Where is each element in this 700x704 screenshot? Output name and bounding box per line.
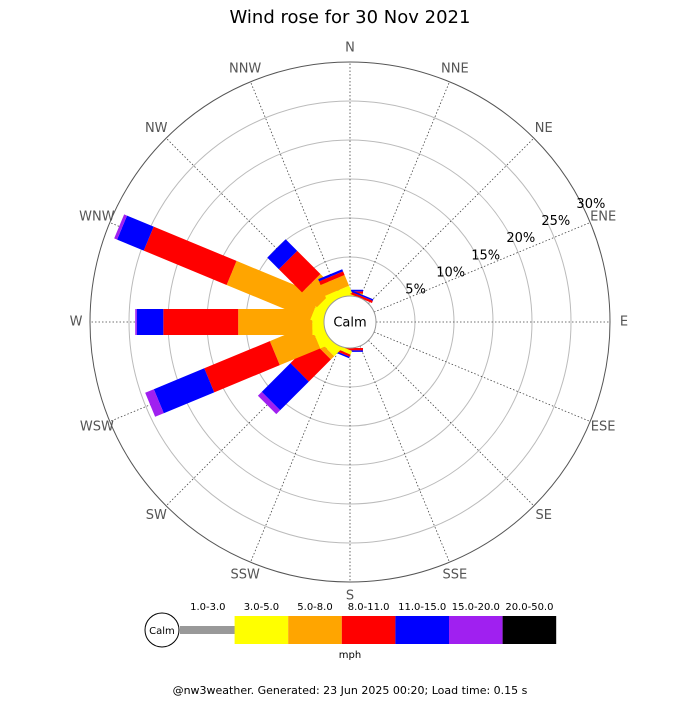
- footer: @nw3weather. Generated: 23 Jun 2025 00:2…: [173, 684, 528, 697]
- direction-label: NE: [535, 121, 553, 136]
- legend-label: 1.0-3.0: [190, 602, 225, 613]
- legend-swatch: [502, 616, 557, 644]
- legend-calm-label: Calm: [149, 626, 175, 637]
- bar-segment: [319, 271, 345, 285]
- bar-segment: [136, 309, 164, 335]
- spoke: [359, 345, 450, 563]
- direction-label: SE: [536, 508, 552, 523]
- direction-label: SSW: [230, 568, 260, 583]
- direction-label: WSW: [80, 419, 114, 434]
- bar-segment: [261, 363, 309, 411]
- r-tick-label: 25%: [541, 214, 570, 229]
- direction-label: W: [70, 315, 83, 330]
- calm-circle: [323, 295, 377, 349]
- legend-label: 20.0-50.0: [505, 602, 553, 613]
- bar-segment: [347, 290, 373, 303]
- bar-segment: [114, 214, 128, 240]
- spoke: [368, 340, 535, 507]
- chart-title: Wind rose for 30 Nov 2021: [230, 7, 471, 28]
- bar-segment: [163, 309, 239, 335]
- direction-label: SW: [146, 508, 167, 523]
- r-tick-label: 30%: [576, 197, 605, 212]
- bar-segment: [135, 309, 137, 335]
- legend-swatch: [395, 616, 449, 644]
- bar-segment: [145, 389, 164, 417]
- direction-label: NNW: [229, 61, 261, 76]
- spoke: [250, 345, 341, 563]
- direction-label: SSE: [442, 568, 467, 583]
- bar-segment: [267, 239, 298, 270]
- direction-label: ESE: [591, 419, 616, 434]
- calm-label: Calm: [333, 316, 366, 331]
- direction-label: NNE: [441, 61, 469, 76]
- legend-label: 5.0-8.0: [297, 602, 332, 613]
- legend-swatch: [180, 626, 236, 634]
- grid-ring: [128, 100, 572, 544]
- legend-swatch: [288, 616, 342, 644]
- legend-swatch: [234, 616, 289, 644]
- legend-label: 11.0-15.0: [398, 602, 446, 613]
- bar-segment: [226, 260, 321, 320]
- direction-label: N: [345, 41, 355, 56]
- bar-segment: [320, 274, 350, 296]
- legend-swatch: [341, 616, 396, 644]
- direction-label: S: [346, 589, 354, 604]
- bar-segment: [318, 269, 344, 282]
- legend-label: 8.0-11.0: [348, 602, 390, 613]
- bar-segment: [278, 250, 321, 293]
- spoke: [368, 137, 535, 304]
- bar-segment: [290, 341, 331, 382]
- bar-segment: [204, 341, 280, 393]
- bar-segment: [153, 368, 215, 414]
- legend-label: 15.0-20.0: [452, 602, 500, 613]
- bar-segment: [257, 391, 281, 415]
- bar-segment: [348, 289, 374, 301]
- r-tick-label: 10%: [436, 265, 465, 280]
- spoke: [359, 81, 450, 299]
- direction-label: WNW: [79, 210, 115, 225]
- r-tick-label: 5%: [405, 282, 426, 297]
- spoke: [250, 81, 341, 299]
- direction-label: E: [620, 315, 628, 330]
- bar-segment: [117, 215, 154, 251]
- r-tick-label: 15%: [471, 248, 500, 263]
- grid-ring: [89, 61, 611, 583]
- bar-segment: [325, 285, 353, 303]
- legend-swatch: [449, 616, 503, 644]
- spoke: [373, 222, 591, 313]
- legend-calm-circle: [144, 612, 180, 648]
- legend-unit: mph: [339, 650, 361, 661]
- spoke: [373, 331, 591, 422]
- direction-label: ENE: [590, 210, 616, 225]
- legend-label: 3.0-5.0: [244, 602, 279, 613]
- r-tick-label: 20%: [506, 231, 535, 246]
- bar-segment: [143, 226, 237, 285]
- bar-segment: [238, 309, 313, 335]
- direction-label: NW: [145, 121, 168, 136]
